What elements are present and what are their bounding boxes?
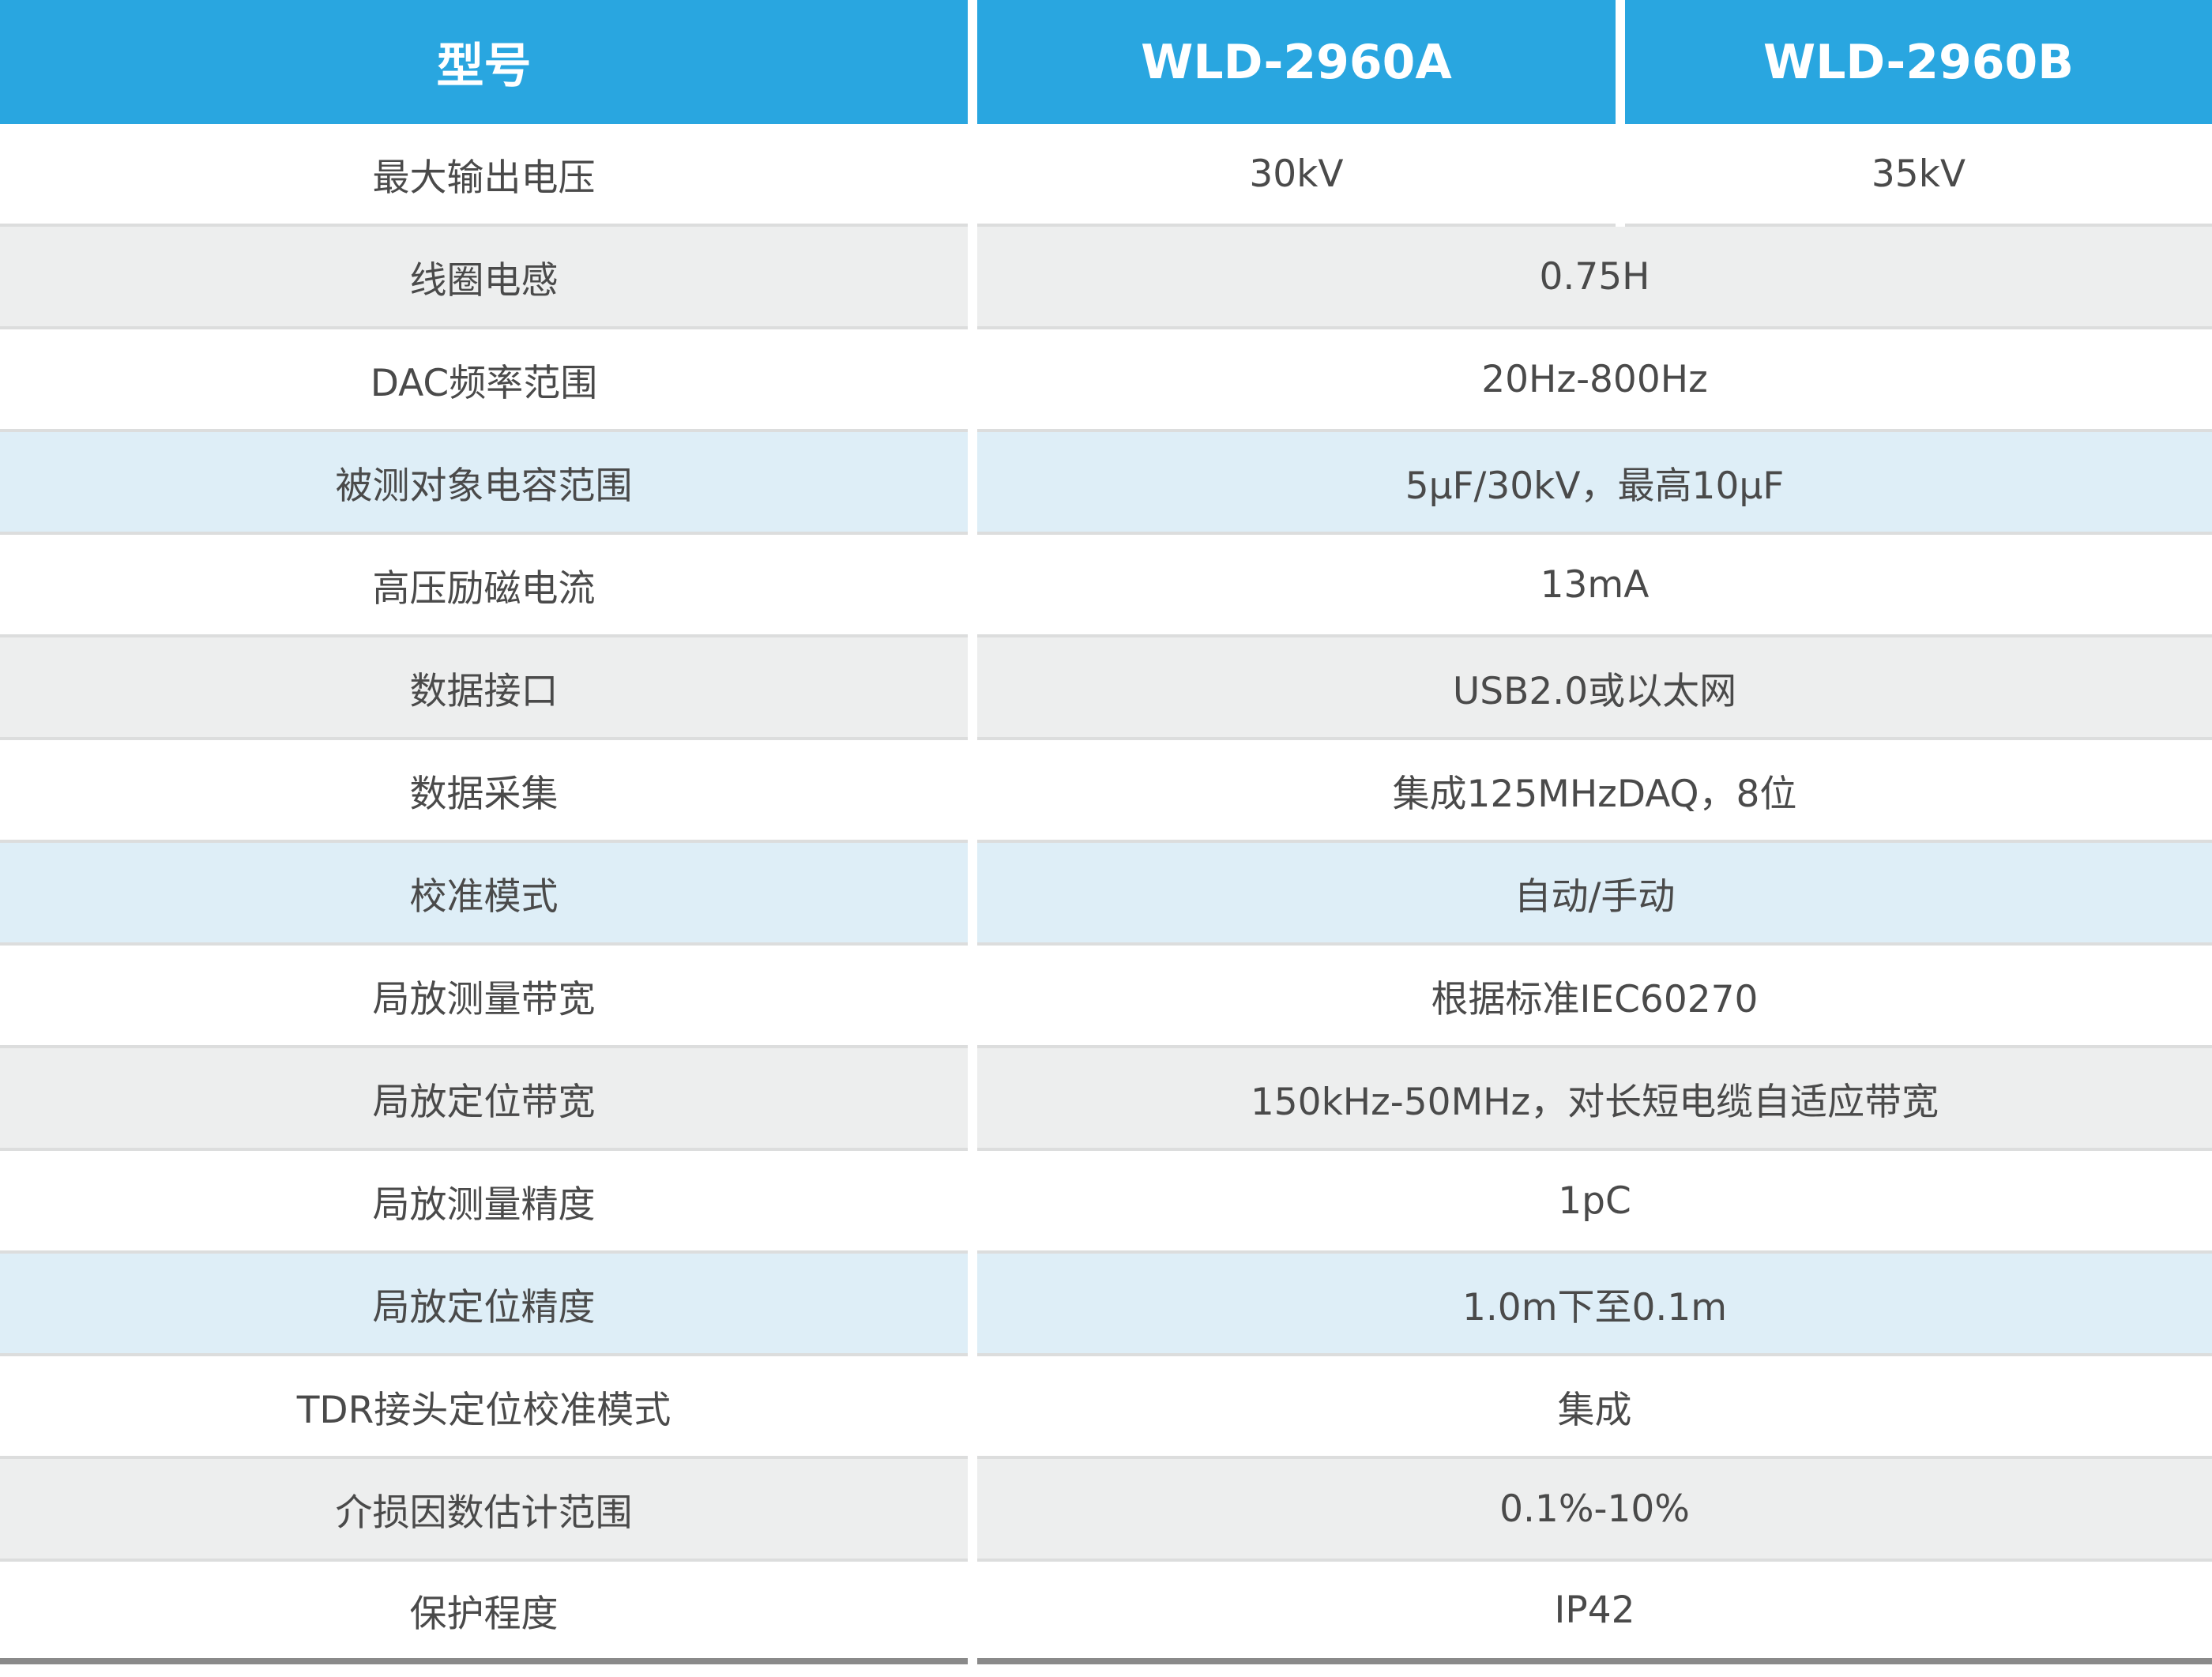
table-row: 介损因数估计范围 0.1%-10% bbox=[0, 1459, 2212, 1562]
table-row: DAC频率范围 20Hz-800Hz bbox=[0, 329, 2212, 432]
table-row: 保护程度 IP42 bbox=[0, 1562, 2212, 1664]
row-value: 集成 bbox=[977, 1356, 2212, 1459]
row-label: 局放定位带宽 bbox=[0, 1048, 968, 1151]
table-row: 线圈电感 0.75H bbox=[0, 227, 2212, 329]
row-value: 5μF/30kV，最高10μF bbox=[977, 432, 2212, 535]
row-label: 数据采集 bbox=[0, 740, 968, 843]
table-header: 型号 WLD-2960A WLD-2960B bbox=[0, 0, 2212, 124]
row-label: 数据接口 bbox=[0, 637, 968, 740]
row-label: 高压励磁电流 bbox=[0, 535, 968, 637]
row-label: 局放定位精度 bbox=[0, 1254, 968, 1356]
row-value: 20Hz-800Hz bbox=[977, 329, 2212, 432]
row-label: 被测对象电容范围 bbox=[0, 432, 968, 535]
row-label: 线圈电感 bbox=[0, 227, 968, 329]
header-wld-2960b: WLD-2960B bbox=[1625, 0, 2212, 124]
row-value: 0.1%-10% bbox=[977, 1459, 2212, 1562]
row-value: 自动/手动 bbox=[977, 843, 2212, 946]
header-wld-2960a: WLD-2960A bbox=[977, 0, 1616, 124]
row-value: USB2.0或以太网 bbox=[977, 637, 2212, 740]
row-value: 1pC bbox=[977, 1151, 2212, 1254]
row-value: 集成125MHzDAQ，8位 bbox=[977, 740, 2212, 843]
row-value: 150kHz-50MHz，对长短电缆自适应带宽 bbox=[977, 1048, 2212, 1151]
row-label: 局放测量精度 bbox=[0, 1151, 968, 1254]
table-row: 局放测量精度 1pC bbox=[0, 1151, 2212, 1254]
table-row: 被测对象电容范围 5μF/30kV，最高10μF bbox=[0, 432, 2212, 535]
table-row: 局放定位精度 1.0m下至0.1m bbox=[0, 1254, 2212, 1356]
row-label: 保护程度 bbox=[0, 1562, 968, 1664]
row-label: TDR接头定位校准模式 bbox=[0, 1356, 968, 1459]
row-value-b: 35kV bbox=[1625, 124, 2212, 227]
header-model: 型号 bbox=[0, 0, 968, 124]
table-row: 数据接口 USB2.0或以太网 bbox=[0, 637, 2212, 740]
table-row: 局放定位带宽 150kHz-50MHz，对长短电缆自适应带宽 bbox=[0, 1048, 2212, 1151]
row-label: 校准模式 bbox=[0, 843, 968, 946]
row-value: 13mA bbox=[977, 535, 2212, 637]
table-row: 数据采集 集成125MHzDAQ，8位 bbox=[0, 740, 2212, 843]
row-value: IP42 bbox=[977, 1562, 2212, 1664]
row-value: 1.0m下至0.1m bbox=[977, 1254, 2212, 1356]
table-row: TDR接头定位校准模式 集成 bbox=[0, 1356, 2212, 1459]
table-row: 局放测量带宽 根据标准IEC60270 bbox=[0, 946, 2212, 1048]
row-value: 0.75H bbox=[977, 227, 2212, 329]
row-label: DAC频率范围 bbox=[0, 329, 968, 432]
table-row: 最大输出电压 30kV 35kV bbox=[0, 124, 2212, 227]
row-value-a: 30kV bbox=[977, 124, 1616, 227]
table-row: 高压励磁电流 13mA bbox=[0, 535, 2212, 637]
table-row: 校准模式 自动/手动 bbox=[0, 843, 2212, 946]
row-label: 局放测量带宽 bbox=[0, 946, 968, 1048]
row-label: 最大输出电压 bbox=[0, 124, 968, 227]
row-label: 介损因数估计范围 bbox=[0, 1459, 968, 1562]
row-value: 根据标准IEC60270 bbox=[977, 946, 2212, 1048]
